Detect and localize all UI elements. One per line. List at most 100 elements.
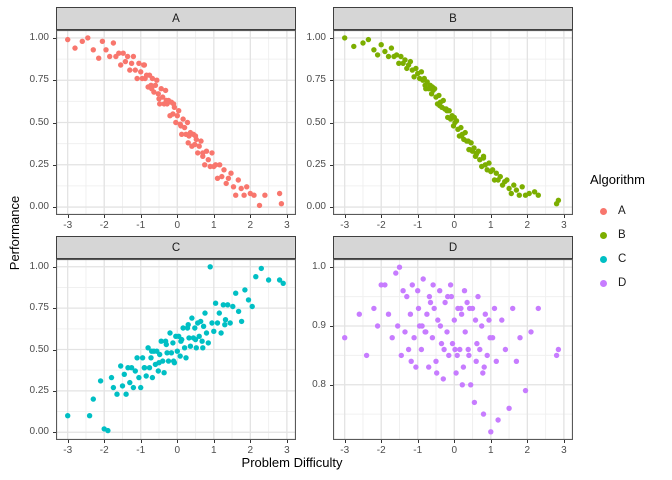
data-point: [128, 60, 135, 66]
panel-border: [56, 30, 296, 215]
y-tick-mark: [330, 207, 333, 209]
data-point: [480, 411, 487, 417]
x-tick-mark: [140, 440, 142, 443]
x-tick-label: 3: [284, 445, 290, 456]
data-point: [253, 274, 259, 280]
x-tick-mark: [104, 215, 106, 218]
y-tick-label: 1.00: [29, 260, 49, 272]
facet-strip-a: A: [56, 7, 296, 30]
legend-key-dot-d: [600, 279, 607, 287]
data-point: [196, 333, 202, 339]
data-point: [193, 345, 199, 351]
data-point: [177, 353, 183, 359]
data-point: [192, 133, 199, 139]
y-tick-label: 0.75: [306, 74, 326, 86]
data-point: [393, 52, 400, 58]
data-point: [475, 293, 481, 300]
data-point: [382, 282, 388, 288]
data-point: [121, 371, 128, 377]
data-point: [124, 53, 131, 60]
x-tick-label: 0: [174, 220, 181, 231]
data-point: [480, 370, 486, 376]
x-tick-mark: [344, 440, 346, 443]
data-point: [146, 365, 153, 371]
data-point: [65, 36, 71, 43]
data-point: [86, 413, 93, 419]
data-point: [230, 303, 236, 310]
data-point: [465, 346, 471, 353]
data-point: [445, 293, 451, 300]
legend-title: Algorithm: [590, 172, 645, 187]
data-point: [90, 47, 96, 53]
data-point: [486, 317, 492, 323]
data-point: [192, 325, 198, 331]
y-tick-mark: [330, 384, 333, 386]
data-point: [458, 124, 464, 131]
data-point: [225, 302, 231, 308]
panel-border: [333, 259, 573, 440]
x-tick-label: 3: [561, 220, 567, 231]
data-point: [223, 180, 229, 187]
y-tick-mark: [53, 349, 56, 351]
data-point: [276, 277, 283, 283]
x-tick-label: -1: [136, 445, 146, 456]
data-point: [487, 335, 493, 341]
data-point: [440, 376, 446, 382]
x-tick-mark: [213, 215, 215, 218]
x-tick-mark: [177, 215, 179, 218]
data-point: [170, 111, 176, 117]
x-tick-label: -3: [340, 445, 350, 456]
facet-label-c: C: [171, 241, 181, 254]
data-point: [436, 92, 442, 99]
facet-panel-a: [56, 30, 296, 215]
data-point: [499, 317, 505, 323]
x-tick-label: -1: [413, 445, 423, 456]
data-point: [181, 345, 188, 351]
x-tick-label: -2: [376, 445, 386, 456]
data-point: [118, 363, 124, 369]
data-point: [241, 192, 247, 198]
data-point: [196, 143, 202, 149]
data-point: [149, 75, 156, 82]
x-tick-mark: [417, 215, 419, 218]
data-point: [519, 184, 525, 190]
data-point: [158, 338, 164, 344]
data-point: [411, 74, 417, 80]
data-point: [385, 311, 392, 317]
legend-key-dot-b: [600, 231, 607, 239]
x-axis-title: Problem Difficulty: [241, 455, 343, 470]
data-point: [468, 140, 474, 146]
data-point: [438, 340, 445, 347]
x-tick-label: 2: [524, 220, 531, 231]
data-point: [155, 368, 161, 374]
data-point: [158, 86, 164, 92]
data-point: [155, 91, 161, 97]
data-point: [451, 317, 457, 323]
data-point: [114, 391, 120, 397]
data-point: [511, 182, 517, 188]
x-tick-mark: [67, 215, 69, 218]
data-point: [473, 151, 479, 158]
data-point: [276, 190, 283, 197]
data-point: [120, 50, 126, 56]
y-tick-label: 0.50: [306, 116, 326, 128]
data-point: [411, 335, 417, 341]
data-point: [72, 45, 78, 51]
data-point: [85, 35, 91, 41]
data-point: [462, 129, 468, 136]
data-point: [219, 173, 225, 180]
legend-key-dot-a: [600, 207, 607, 215]
data-point: [441, 346, 447, 353]
data-point: [170, 340, 176, 346]
data-point: [173, 119, 179, 126]
data-point: [466, 146, 472, 153]
data-point: [152, 82, 159, 88]
data-point: [466, 305, 473, 312]
facet-strip-c: C: [56, 236, 296, 259]
x-tick-label: -1: [413, 220, 423, 231]
data-point: [531, 189, 538, 195]
data-point: [407, 311, 414, 317]
data-point: [167, 330, 173, 336]
data-point: [230, 184, 237, 190]
